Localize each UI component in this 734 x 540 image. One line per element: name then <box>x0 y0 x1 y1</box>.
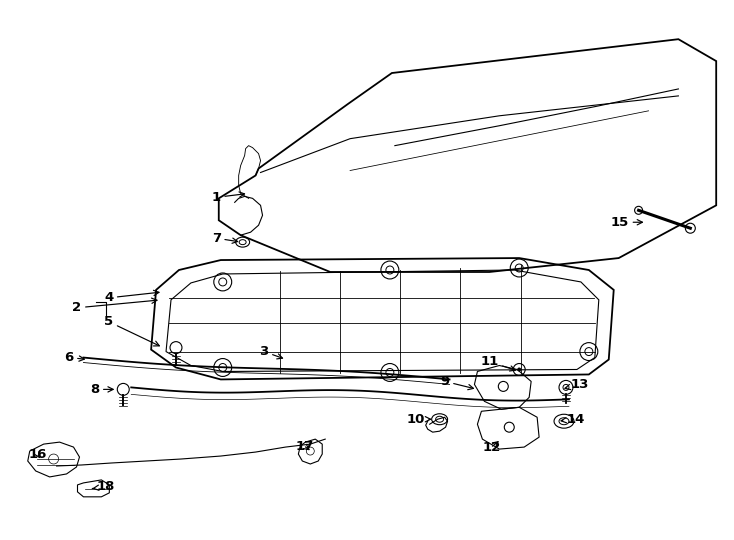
Text: 3: 3 <box>259 345 283 359</box>
Text: 17: 17 <box>295 440 313 453</box>
Text: 11: 11 <box>480 355 515 371</box>
Text: 14: 14 <box>561 413 585 426</box>
Text: 16: 16 <box>29 448 47 461</box>
Text: 5: 5 <box>104 315 159 346</box>
Circle shape <box>517 368 521 372</box>
Text: 10: 10 <box>407 413 431 426</box>
Text: 18: 18 <box>92 481 115 494</box>
Text: 15: 15 <box>611 216 642 229</box>
Text: 1: 1 <box>211 191 244 204</box>
Text: 9: 9 <box>440 375 473 390</box>
Text: 4: 4 <box>104 291 159 305</box>
Text: 12: 12 <box>482 441 501 454</box>
Text: 2: 2 <box>73 298 157 314</box>
Text: 13: 13 <box>565 378 589 391</box>
Text: 8: 8 <box>90 383 113 396</box>
Text: 7: 7 <box>211 232 238 245</box>
Text: 6: 6 <box>65 351 84 364</box>
